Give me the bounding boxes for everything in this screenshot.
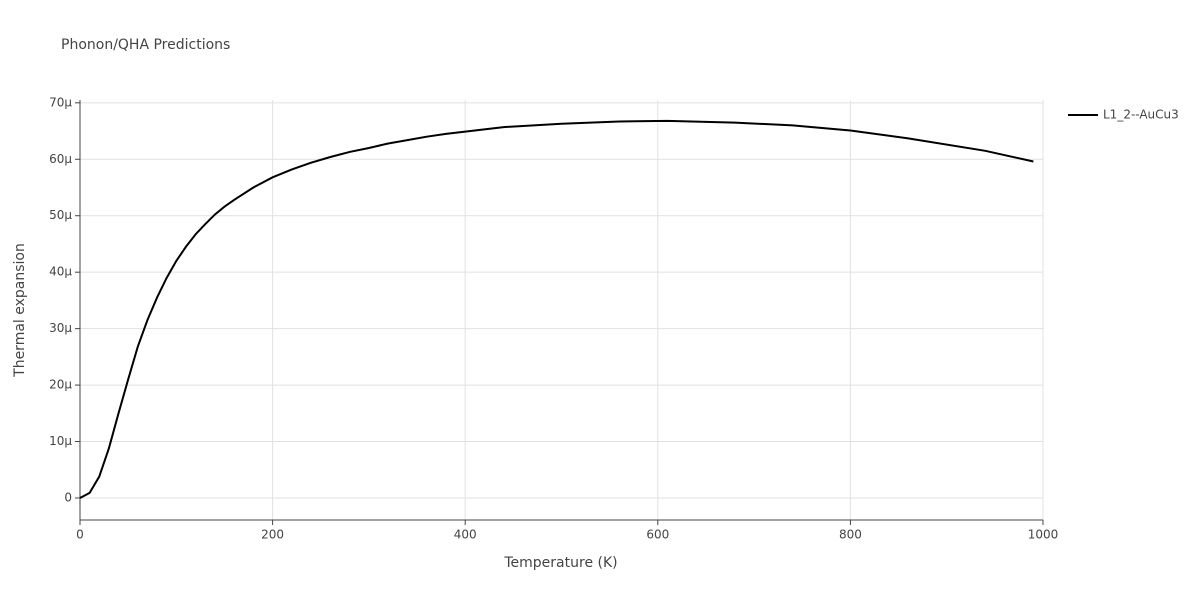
y-tick-label: 60μ xyxy=(49,152,72,166)
x-axis-title: Temperature (K) xyxy=(503,555,617,571)
x-tick-label: 800 xyxy=(839,528,862,542)
x-tick-label: 400 xyxy=(454,528,477,542)
y-tick-label: 0 xyxy=(64,490,72,504)
y-tick-label: 40μ xyxy=(49,265,72,279)
x-tick-label: 200 xyxy=(261,528,284,542)
x-tick-label: 1000 xyxy=(1028,528,1059,542)
x-tick-label: 0 xyxy=(76,528,84,542)
x-tick-label: 600 xyxy=(646,528,669,542)
legend-label: L1_2--AuCu3 xyxy=(1103,108,1179,122)
line xyxy=(79,119,1034,499)
y-tick-label: 10μ xyxy=(49,434,72,448)
y-tick-label: 20μ xyxy=(49,378,72,392)
y-tick-label: 50μ xyxy=(49,208,72,222)
y-tick-label: 70μ xyxy=(49,95,72,109)
y-tick-label: 30μ xyxy=(49,321,72,335)
y-axis-title: Thermal expansion xyxy=(12,243,28,378)
chart-title: Phonon/QHA Predictions xyxy=(61,37,230,53)
